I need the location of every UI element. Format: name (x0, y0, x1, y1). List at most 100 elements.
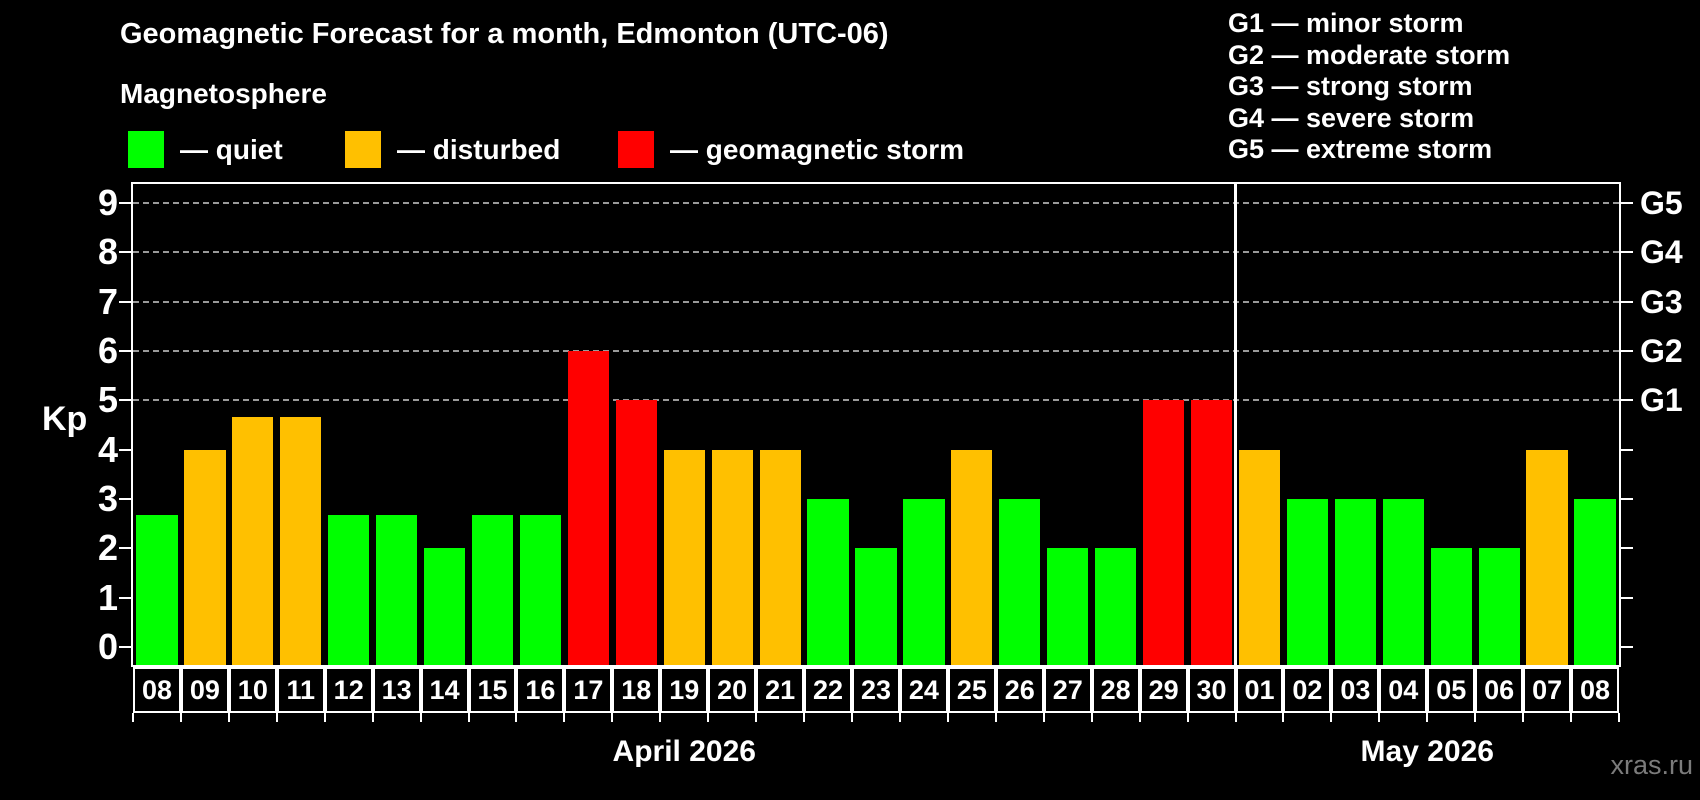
x-axis-tick (371, 713, 374, 722)
kp-bar-m0-15 (471, 515, 514, 665)
day-label-cell: 01 (1235, 667, 1284, 713)
y-axis-label: 7 (97, 280, 118, 322)
kp-bar-m0-21 (759, 449, 801, 665)
x-axis-tick (179, 713, 182, 722)
day-label-cell: 12 (324, 667, 373, 713)
kp-bar-m1-08 (1574, 499, 1616, 665)
kp-bar-m0-14 (423, 548, 466, 665)
x-axis-tick (851, 713, 854, 722)
right-axis-tick (1621, 596, 1633, 599)
right-axis-tick (1621, 350, 1633, 352)
kp-bar-m0-25 (951, 449, 993, 665)
x-axis-tick (1234, 713, 1237, 722)
kp-bar-m1-01 (1238, 449, 1281, 665)
gridline-kp8 (133, 251, 1619, 254)
x-axis-tick (1330, 713, 1333, 722)
x-axis-tick (898, 713, 901, 722)
x-axis-tick (1186, 713, 1189, 722)
right-axis-tick (1621, 251, 1633, 254)
y-axis-tick (119, 251, 131, 254)
day-label-cell: 24 (899, 667, 948, 713)
g-legend-line-g1: G1 — minor storm (1228, 8, 1464, 38)
day-label-cell: 05 (1427, 667, 1476, 713)
x-axis-tick (755, 713, 758, 722)
day-label-cell: 28 (1091, 667, 1140, 713)
day-label-cell: 06 (1475, 667, 1524, 713)
y-axis-tick (119, 300, 131, 303)
x-axis-tick (1138, 713, 1141, 722)
legend-item-storm: — geomagnetic storm (618, 131, 964, 168)
day-label-cell: 30 (1187, 667, 1236, 713)
day-label-cell: 13 (372, 667, 421, 713)
g-legend-line-g3: G3 — strong storm (1228, 71, 1473, 101)
x-axis-tick (132, 713, 134, 722)
right-axis-tick (1621, 498, 1633, 500)
chart-title: Geomagnetic Forecast for a month, Edmont… (120, 18, 889, 50)
kp-bar-m0-10 (232, 416, 274, 665)
day-label-cell: 08 (133, 667, 181, 713)
x-axis-tick (467, 713, 470, 722)
right-axis-tick (1621, 646, 1633, 648)
day-label-cell: 20 (708, 667, 757, 713)
gridline-kp9 (133, 202, 1619, 204)
gridline-kp5 (133, 399, 1619, 402)
month-divider (1234, 184, 1238, 665)
day-label-cell: 17 (564, 667, 613, 713)
month-label-0: April 2026 (612, 735, 756, 768)
day-label-cell: 23 (852, 667, 900, 713)
x-axis-tick (419, 713, 422, 722)
kp-bar-m0-23 (855, 548, 897, 665)
x-axis-tick (563, 713, 566, 722)
disturbed-swatch-icon (345, 131, 381, 168)
day-label-cell: 15 (468, 667, 517, 713)
legend-label-quiet: — quiet (180, 133, 283, 165)
legend-item-quiet: — quiet (128, 131, 283, 168)
month-label-1: May 2026 (1360, 735, 1494, 768)
x-axis-tick (994, 713, 997, 722)
kp-bar-m1-03 (1334, 499, 1376, 665)
day-label-cell: 08 (1571, 667, 1619, 713)
y-axis-label: 3 (97, 478, 118, 519)
x-axis-tick (946, 713, 949, 722)
kp-bar-m0-09 (184, 449, 226, 665)
right-axis-tick (1621, 448, 1633, 451)
day-label-cell: 29 (1139, 667, 1188, 713)
kp-bar-m0-30 (1190, 400, 1233, 665)
y-axis-title: Kp (42, 400, 88, 438)
x-axis-tick (611, 713, 614, 722)
day-label-cell: 10 (228, 667, 277, 713)
day-label-cell: 21 (756, 667, 805, 713)
plot-area (131, 182, 1621, 667)
day-label-cell: 09 (180, 667, 229, 713)
y-axis-label: 4 (97, 428, 118, 470)
kp-bar-m0-20 (711, 449, 753, 665)
day-label-cell: 03 (1331, 667, 1380, 713)
y-axis-tick (119, 596, 131, 599)
day-label-cell: 16 (516, 667, 565, 713)
y-axis-label: 2 (97, 527, 118, 569)
kp-bar-m0-27 (1047, 548, 1089, 665)
kp-bar-m0-24 (903, 499, 945, 665)
y-axis-tick (119, 202, 131, 204)
kp-bar-m0-28 (1095, 548, 1137, 665)
y-axis-label: 8 (97, 231, 118, 273)
day-label-cell: 07 (1523, 667, 1572, 713)
storm-swatch-icon (618, 131, 654, 168)
day-label-cell: 14 (420, 667, 469, 713)
y-axis-tick (119, 646, 131, 648)
g-axis-label-g1: G1 (1640, 382, 1683, 419)
x-axis-tick (1474, 713, 1477, 722)
y-axis-label: 6 (97, 330, 118, 371)
kp-bar-m0-18 (615, 400, 657, 665)
y-axis-label: 9 (97, 182, 118, 223)
kp-bar-m0-29 (1143, 400, 1185, 665)
x-axis-tick (1042, 713, 1045, 722)
g-axis-label-g3: G3 (1640, 283, 1683, 320)
right-axis-tick (1621, 300, 1633, 303)
y-axis-tick (119, 350, 131, 352)
kp-bar-m0-19 (663, 449, 705, 665)
kp-bar-m0-12 (328, 515, 370, 665)
g-scale-legend: G1 — minor storm G2 — moderate storm G3 … (1228, 8, 1510, 166)
legend-item-disturbed: — disturbed (345, 131, 560, 168)
kp-bar-m0-17 (567, 351, 609, 665)
